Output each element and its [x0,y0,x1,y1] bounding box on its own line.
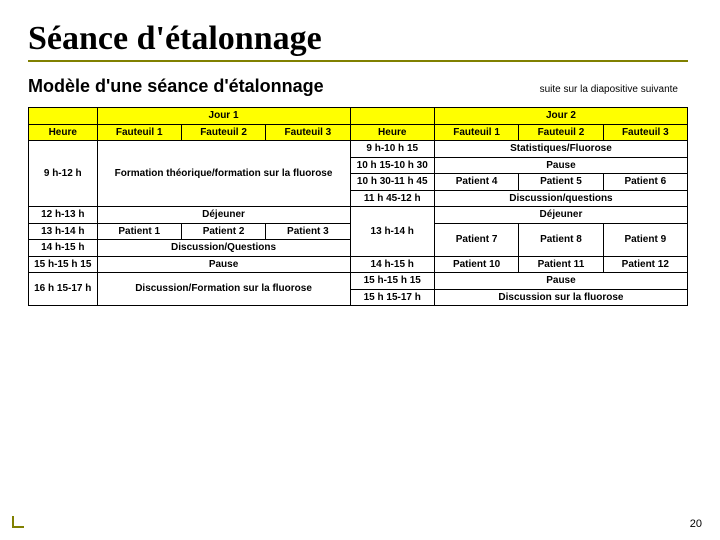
time-1030-1145: 10 h 30-11 h 45 [350,174,434,191]
patient2-cell: Patient 2 [181,223,265,240]
time-16-17: 16 h 15-17 h [29,273,98,306]
f1-header: Fauteuil 1 [97,124,181,141]
time-15-1515b: 15 h-15 h 15 [350,273,434,290]
patient3-cell: Patient 3 [266,223,350,240]
time-14-15: 14 h-15 h [29,240,98,257]
time-14-15b: 14 h-15 h [350,256,434,273]
patient6-cell: Patient 6 [603,174,687,191]
time-1145-12: 11 h 45-12 h [350,190,434,207]
cell-blank [350,108,434,125]
patient5-cell: Patient 5 [519,174,603,191]
time-9-1015: 9 h-10 h 15 [350,141,434,158]
day2-header: Jour 2 [434,108,687,125]
patient12-cell: Patient 12 [603,256,687,273]
discussion-formation-cell: Discussion/Formation sur la fluorose [97,273,350,306]
time-1515-17b: 15 h 15-17 h [350,289,434,306]
discq-cell: Discussion/Questions [97,240,350,257]
heure1-header: Heure [29,124,98,141]
formation-cell: Formation théorique/formation sur la flu… [97,141,350,207]
slide: Séance d'étalonnage Modèle d'une séance … [0,0,720,540]
time-1015-1030: 10 h 15-10 h 30 [350,157,434,174]
stats-cell: Statistiques/Fluorose [434,141,687,158]
discussion-fluorose-cell: Discussion sur la fluorose [434,289,687,306]
f3-header: Fauteuil 3 [266,124,350,141]
patient1-cell: Patient 1 [97,223,181,240]
subtitle-row: Modèle d'une séance d'étalonnage suite s… [28,76,688,97]
continuation-note: suite sur la diapositive suivante [540,84,688,95]
patient4-cell: Patient 4 [434,174,518,191]
schedule-table: Jour 1 Jour 2 Heure Fauteuil 1 Fauteuil … [28,107,688,306]
patient10-cell: Patient 10 [434,256,518,273]
f2b-header: Fauteuil 2 [519,124,603,141]
f2-header: Fauteuil 2 [181,124,265,141]
corner-decoration [12,516,24,528]
time-13-14b: 13 h-14 h [350,207,434,257]
time-15-1515: 15 h-15 h 15 [29,256,98,273]
f1b-header: Fauteuil 1 [434,124,518,141]
patient11-cell: Patient 11 [519,256,603,273]
f3b-header: Fauteuil 3 [603,124,687,141]
pause-cell-3: Pause [434,273,687,290]
heure2-header: Heure [350,124,434,141]
time-13-14: 13 h-14 h [29,223,98,240]
title-rule [28,60,688,62]
cell-blank [29,108,98,125]
pause-cell-2: Pause [97,256,350,273]
patient8-cell: Patient 8 [519,223,603,256]
time-9-12: 9 h-12 h [29,141,98,207]
day1-header: Jour 1 [97,108,350,125]
page-title: Séance d'étalonnage [28,20,692,58]
dejeuner-cell-1: Déjeuner [97,207,350,224]
time-12-13: 12 h-13 h [29,207,98,224]
patient7-cell: Patient 7 [434,223,518,256]
subtitle: Modèle d'une séance d'étalonnage [28,76,324,97]
slide-number: 20 [690,518,702,530]
dejeuner-cell-2: Déjeuner [434,207,687,224]
pause-cell-1: Pause [434,157,687,174]
patient9-cell: Patient 9 [603,223,687,256]
discussion-cell-1: Discussion/questions [434,190,687,207]
